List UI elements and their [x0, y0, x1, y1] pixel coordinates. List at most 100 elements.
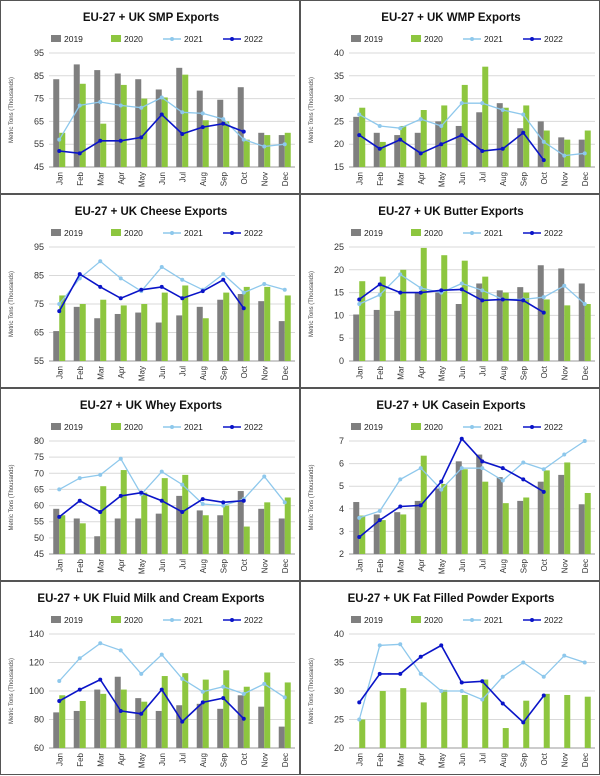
- legend-label-2021: 2021: [184, 615, 203, 625]
- legend-swatch-2020: [111, 616, 121, 623]
- x-tick-label: Mar: [396, 366, 405, 380]
- bar-2019-mar: [94, 689, 101, 748]
- x-tick-label: Jun: [458, 172, 467, 185]
- point-2022-feb: [377, 146, 382, 151]
- bar-2020-apr: [120, 689, 127, 748]
- point-2021-jan: [57, 679, 62, 684]
- bar-2019-nov: [258, 508, 265, 554]
- bar-2020-feb: [379, 520, 386, 554]
- point-2021-nov: [562, 452, 567, 457]
- bar-2020-jan: [359, 719, 366, 748]
- legend-label-2022: 2022: [544, 615, 563, 625]
- point-2022-mar: [398, 137, 403, 142]
- x-tick-label: Jun: [458, 559, 467, 572]
- legend-marker-2022: [230, 37, 234, 41]
- x-tick-label: Jan: [55, 172, 64, 185]
- x-tick-label: Oct: [240, 365, 249, 378]
- bar-2019-sep: [217, 515, 224, 554]
- bar-2019-jun: [155, 710, 162, 748]
- bar-2019-aug: [496, 103, 503, 167]
- bar-2019-mar: [94, 318, 101, 361]
- point-2022-mar: [398, 290, 403, 295]
- bar-2019-jul: [476, 454, 483, 554]
- y-tick-label: 75: [34, 452, 44, 462]
- bar-2019-jan: [353, 502, 360, 554]
- point-2021-jan: [57, 487, 62, 492]
- legend-marker-2021: [470, 618, 474, 622]
- point-2021-apr: [418, 466, 423, 471]
- bar-2020-feb: [379, 276, 386, 361]
- legend-marker-2021: [170, 37, 174, 41]
- point-2021-apr: [118, 103, 123, 108]
- point-2022-may: [439, 142, 444, 147]
- bar-2019-oct: [237, 695, 244, 748]
- x-tick-label: May: [437, 753, 446, 768]
- point-2022-aug: [200, 289, 205, 294]
- x-tick-label: Sep: [519, 752, 528, 767]
- point-2021-jun: [459, 101, 464, 106]
- chart-svg-whey: EU-27 + UK Whey Exports 2019 2020 2021 2022 4…: [9, 400, 295, 574]
- y-tick-label: 30: [334, 94, 344, 104]
- y-tick-label: 70: [34, 468, 44, 478]
- point-2021-mar: [98, 641, 103, 646]
- point-2021-apr: [118, 276, 123, 281]
- bar-2020-jun: [461, 260, 468, 361]
- point-2021-may: [439, 689, 444, 693]
- bar-2019-mar: [94, 536, 101, 554]
- legend-label-2019: 2019: [64, 228, 83, 238]
- y-axis-label: Metric Tons (Thousands): [309, 658, 315, 724]
- point-2021-oct: [241, 691, 246, 696]
- bar-2019-sep: [217, 708, 224, 748]
- point-2022-mar: [98, 284, 103, 289]
- bar-2020-aug: [502, 107, 509, 167]
- bar-2019-dec: [278, 726, 285, 748]
- bar-2020-mar: [100, 486, 107, 554]
- legend-swatch-2019: [351, 423, 361, 430]
- x-tick-label: Aug: [499, 172, 508, 186]
- legend-label-2019: 2019: [364, 228, 383, 238]
- point-2022-jul: [180, 510, 185, 515]
- x-tick-label: Sep: [219, 365, 228, 380]
- bar-2019-oct: [537, 481, 544, 554]
- bar-2020-nov: [564, 139, 571, 167]
- point-2022-sep: [521, 477, 526, 482]
- bar-2020-jul: [482, 276, 489, 361]
- x-tick-label: Aug: [499, 366, 508, 380]
- bar-2019-aug: [196, 510, 203, 554]
- y-tick-label: 55: [34, 139, 44, 149]
- point-2021-apr: [418, 671, 423, 676]
- bar-2020-dec: [584, 492, 591, 554]
- chart-title: EU-27 + UK Fat Filled Powder Exports: [348, 593, 555, 605]
- bar-2020-nov: [264, 135, 271, 167]
- y-axis-label: Metric Tons (Thousands): [309, 465, 315, 531]
- point-2021-dec: [282, 287, 287, 292]
- bar-2019-sep: [217, 99, 224, 167]
- y-tick-label: 4: [339, 504, 344, 514]
- bar-2020-nov: [564, 305, 571, 361]
- legend-label-2022: 2022: [244, 34, 263, 44]
- x-tick-label: Jan: [55, 559, 64, 572]
- bar-2019-dec: [278, 321, 285, 361]
- x-tick-label: Nov: [260, 366, 269, 380]
- y-tick-label: 65: [34, 116, 44, 126]
- legend-label-2019: 2019: [64, 615, 83, 625]
- point-2022-jul: [180, 131, 185, 136]
- point-2022-aug: [200, 700, 205, 705]
- x-tick-label: Aug: [499, 559, 508, 573]
- x-tick-label: Mar: [396, 753, 405, 767]
- bar-2019-dec: [578, 504, 585, 554]
- bar-2019-jan: [53, 508, 60, 554]
- point-2021-dec: [282, 500, 287, 505]
- point-2021-feb: [77, 656, 82, 661]
- bar-2019-jan: [353, 314, 360, 361]
- point-2022-oct: [541, 693, 546, 698]
- y-tick-label: 30: [334, 686, 344, 696]
- legend-swatch-2019: [51, 35, 61, 42]
- y-tick-label: 35: [334, 658, 344, 668]
- x-tick-label: Feb: [376, 558, 385, 572]
- x-tick-label: Jun: [158, 753, 167, 766]
- point-2021-mar: [398, 477, 403, 482]
- legend-label-2021: 2021: [484, 228, 503, 238]
